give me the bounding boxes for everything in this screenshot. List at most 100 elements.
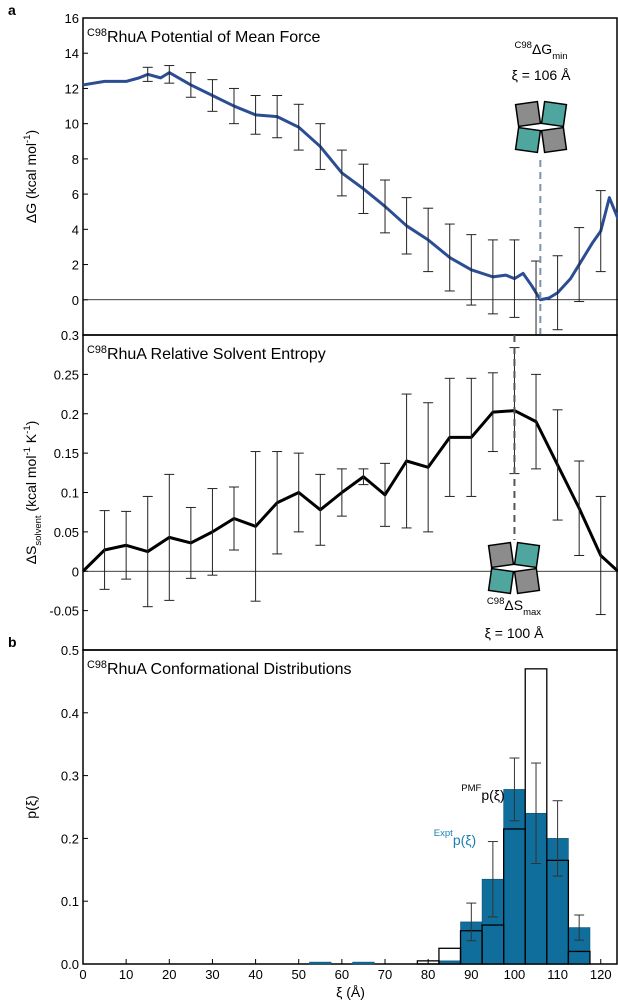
y-tick-label: 0.2 xyxy=(61,831,79,846)
y-tick-label: 12 xyxy=(65,81,79,96)
text-part: C98 xyxy=(514,40,531,51)
annotation: ξ = 100 Å xyxy=(485,625,544,641)
text-part: RhuA Relative Solvent Entropy xyxy=(107,346,326,363)
panel-title: C98RhuA Conformational Distributions xyxy=(87,659,352,678)
y-tick-label: -0.05 xyxy=(49,604,79,619)
panel-label: b xyxy=(8,634,17,650)
text-part: ) xyxy=(23,130,39,135)
text-part: solvent xyxy=(33,515,44,546)
text-part: -1 xyxy=(22,425,33,433)
bar-outline xyxy=(567,950,591,965)
y-tick-label: 8 xyxy=(72,152,79,167)
y-tick-label: 0.2 xyxy=(61,407,79,422)
x-tick-label: 40 xyxy=(248,967,262,982)
text-part: PMF xyxy=(461,783,481,794)
text-part: Expt xyxy=(434,828,453,839)
y-tick-label: 16 xyxy=(65,11,79,26)
text-part: ξ = 106 Å xyxy=(512,67,571,83)
y-tick-label: 0 xyxy=(72,564,79,579)
y-axis-label: ΔSsolvent (kcal mol-1 K-1) xyxy=(22,421,44,565)
y-tick-label: 6 xyxy=(72,187,79,202)
y-tick-label: 0.1 xyxy=(61,894,79,909)
y-tick-label: 0.15 xyxy=(54,446,79,461)
x-tick-label: 100 xyxy=(504,967,526,982)
bar xyxy=(352,961,375,965)
x-tick-label: 0 xyxy=(79,967,86,982)
annotation: C98ΔGmin xyxy=(514,40,567,62)
y-tick-label: 0.4 xyxy=(61,706,79,721)
text-part: C98 xyxy=(487,596,504,607)
x-tick-label: 120 xyxy=(590,967,612,982)
annotation: C98ΔSmax xyxy=(487,596,541,618)
panel-title: C98RhuA Potential of Mean Force xyxy=(87,27,321,46)
x-tick-label: 80 xyxy=(421,967,435,982)
x-axis-label: ξ (Å) xyxy=(336,984,365,1000)
text-part: ξ (Å) xyxy=(336,984,365,1000)
panel-label: a xyxy=(8,2,16,18)
text-part: ΔS xyxy=(23,546,39,565)
text-part: ΔG xyxy=(532,41,552,57)
plot-frame xyxy=(82,334,618,651)
bar xyxy=(309,961,332,965)
y-tick-label: 10 xyxy=(65,117,79,132)
annotation: ξ = 106 Å xyxy=(512,67,571,83)
text-part: ΔG (kcal mol xyxy=(23,143,39,223)
text-part: -1 xyxy=(22,447,33,455)
subunit xyxy=(540,100,568,128)
plot-frame xyxy=(82,649,618,965)
text-part: K xyxy=(23,433,39,447)
x-tick-label: 110 xyxy=(547,967,568,982)
subunit xyxy=(514,126,542,154)
text-part: C98 xyxy=(87,27,107,39)
bar-outline xyxy=(524,668,548,965)
y-tick-label: 0.3 xyxy=(61,769,79,784)
text-part: p(ξ) xyxy=(481,787,504,803)
y-tick-label: 4 xyxy=(72,222,79,237)
subunit xyxy=(487,541,515,569)
inline-label: Exptp(ξ) xyxy=(434,828,476,848)
y-axis-label: p(ξ) xyxy=(23,795,39,818)
data-line xyxy=(81,409,618,573)
x-tick-label: 10 xyxy=(119,967,133,982)
text-part: C98 xyxy=(87,344,107,356)
text-part: RhuA Potential of Mean Force xyxy=(107,29,321,46)
y-tick-label: 0.3 xyxy=(61,328,79,343)
subunit xyxy=(513,567,541,595)
dimer-icon xyxy=(487,541,541,595)
text-part: min xyxy=(552,51,567,62)
y-tick-label: 0 xyxy=(72,293,79,308)
x-tick-label: 60 xyxy=(335,967,349,982)
text-part: p(ξ) xyxy=(453,832,476,848)
text-part: (kcal mol xyxy=(23,456,39,516)
panel-title: C98RhuA Relative Solvent Entropy xyxy=(87,344,326,363)
text-part: C98 xyxy=(87,659,107,671)
x-tick-label: 20 xyxy=(162,967,176,982)
dimer-icon xyxy=(514,100,568,154)
x-tick-label: 70 xyxy=(378,967,392,982)
text-part: ΔS xyxy=(504,597,523,613)
text-part: -1 xyxy=(22,135,33,143)
text-part: ) xyxy=(23,421,39,426)
subunit xyxy=(487,567,515,595)
text-part: RhuA Conformational Distributions xyxy=(107,661,352,678)
text-part: p(ξ) xyxy=(23,795,39,818)
text-part: max xyxy=(523,607,541,618)
subunit xyxy=(514,100,542,128)
text-part: ξ = 100 Å xyxy=(485,625,544,641)
x-tick-label: 90 xyxy=(464,967,478,982)
y-tick-label: 14 xyxy=(65,46,79,61)
plot-frame xyxy=(82,17,618,336)
inline-label: PMFp(ξ) xyxy=(461,783,504,803)
y-tick-label: 2 xyxy=(72,258,79,273)
subunit xyxy=(540,126,568,154)
y-tick-label: 0.1 xyxy=(61,486,79,501)
x-tick-label: 30 xyxy=(205,967,219,982)
x-tick-label: 50 xyxy=(291,967,305,982)
y-tick-label: 0.0 xyxy=(61,957,79,972)
y-tick-label: 0.25 xyxy=(54,367,79,382)
subunit xyxy=(513,541,541,569)
y-tick-label: 0.05 xyxy=(54,525,79,540)
y-tick-label: 0.5 xyxy=(61,643,79,658)
y-axis-label: ΔG (kcal mol-1) xyxy=(22,130,39,223)
